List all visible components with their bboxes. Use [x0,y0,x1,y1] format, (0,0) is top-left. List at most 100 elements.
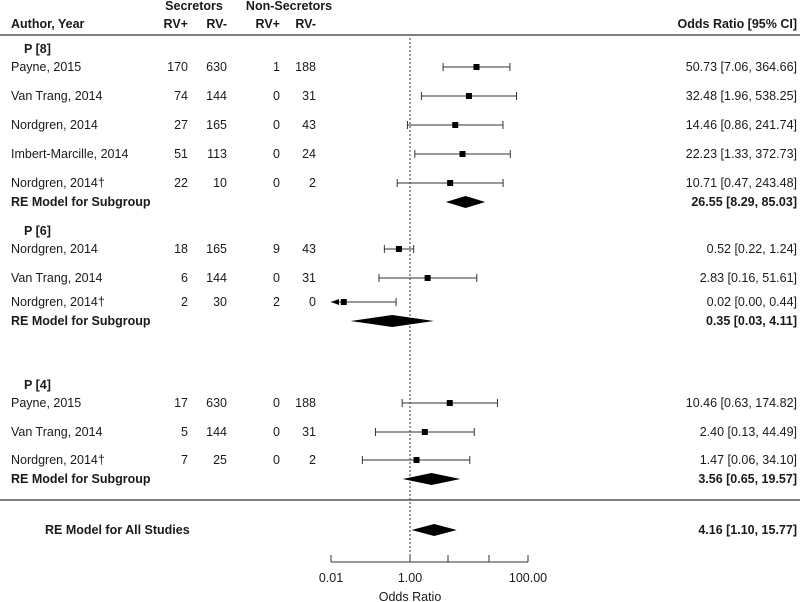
subgroup-summary-diamond [350,315,434,327]
header-ns-rvpos: RV+ [256,17,280,31]
non-secretors-rv-pos: 2 [273,295,280,309]
subgroup-summary-text: 26.55 [8.29, 85.03] [691,195,797,209]
point-estimate [452,122,459,128]
non-secretors-rv-pos: 0 [273,425,280,439]
point-estimate [413,457,420,463]
effect-text: 10.71 [0.47, 243.48] [686,176,797,190]
x-axis [330,555,529,563]
secretors-rv-neg: 144 [206,89,227,103]
subgroup-label: P [6] [24,224,51,238]
point-estimate [447,180,454,186]
non-secretors-rv-pos: 0 [273,147,280,161]
secretors-rv-neg: 144 [206,425,227,439]
effect-text: 10.46 [0.63, 174.82] [686,396,797,410]
non-secretors-rv-neg: 188 [295,60,316,74]
effect-text: 0.02 [0.00, 0.44] [707,295,797,309]
effect-text: 32.48 [1.96, 538.25] [686,89,797,103]
non-secretors-rv-neg: 0 [309,295,316,309]
effect-text: 50.73 [7.06, 364.66] [686,60,797,74]
subgroup-label: P [8] [24,42,51,56]
study-author: Nordgren, 2014† [11,176,105,190]
header-ns-rvneg: RV- [295,17,316,31]
secretors-rv-pos: 27 [174,118,188,132]
secretors-rv-neg: 10 [213,176,227,190]
header-secretors: Secretors [165,0,223,13]
study-author: Nordgren, 2014 [11,118,98,132]
effect-text: 2.40 [0.13, 44.49] [700,425,797,439]
effect-text: 22.23 [1.33, 372.73] [686,147,797,161]
x-tick-label: 1.00 [398,571,422,585]
non-secretors-rv-neg: 2 [309,453,316,467]
header-non-secretors: Non-Secretors [246,0,332,13]
secretors-rv-neg: 630 [206,60,227,74]
secretors-rv-neg: 144 [206,271,227,285]
subgroup-summary-label: RE Model for Subgroup [11,472,151,486]
x-tick-label: 0.01 [319,571,343,585]
non-secretors-rv-pos: 1 [273,60,280,74]
subgroup-summary-label: RE Model for Subgroup [11,314,151,328]
non-secretors-rv-pos: 0 [273,118,280,132]
study-author: Imbert-Marcille, 2014 [11,147,128,161]
non-secretors-rv-pos: 9 [273,242,280,256]
non-secretors-rv-pos: 0 [273,453,280,467]
study-author: Van Trang, 2014 [11,89,103,103]
non-secretors-rv-neg: 43 [302,118,316,132]
secretors-rv-pos: 74 [174,89,188,103]
secretors-rv-pos: 5 [181,425,188,439]
secretors-rv-pos: 170 [167,60,188,74]
header-author: Author, Year [11,17,85,31]
subgroup-summary-diamond [445,196,486,208]
study-author: Van Trang, 2014 [11,425,103,439]
secretors-rv-pos: 2 [181,295,188,309]
study-author: Payne, 2015 [11,396,81,410]
subgroup-summary-diamond [402,473,461,485]
effect-text: 2.83 [0.16, 51.61] [700,271,797,285]
effect-text: 1.47 [0.06, 34.10] [700,453,797,467]
point-estimate [473,64,480,70]
secretors-rv-pos: 7 [181,453,188,467]
non-secretors-rv-neg: 31 [302,425,316,439]
x-axis-label: Odds Ratio [379,590,442,602]
non-secretors-rv-neg: 188 [295,396,316,410]
non-secretors-rv-neg: 24 [302,147,316,161]
overall-label: RE Model for All Studies [45,523,190,537]
overall-text: 4.16 [1.10, 15.77] [698,523,797,537]
point-estimate [395,246,402,252]
secretors-rv-pos: 17 [174,396,188,410]
study-author: Payne, 2015 [11,60,81,74]
point-estimate [340,299,347,305]
overall-diamond [411,524,457,536]
secretors-rv-pos: 18 [174,242,188,256]
study-author: Nordgren, 2014† [11,295,105,309]
header-sec-rvpos: RV+ [164,17,188,31]
study-author: Nordgren, 2014 [11,242,98,256]
secretors-rv-pos: 51 [174,147,188,161]
subgroup-summary-text: 3.56 [0.65, 19.57] [698,472,797,486]
non-secretors-rv-neg: 2 [309,176,316,190]
point-estimate [465,93,472,99]
subgroup-summary-label: RE Model for Subgroup [11,195,151,209]
non-secretors-rv-pos: 0 [273,89,280,103]
non-secretors-rv-neg: 31 [302,271,316,285]
secretors-rv-neg: 165 [206,242,227,256]
non-secretors-rv-neg: 43 [302,242,316,256]
secretors-rv-neg: 30 [213,295,227,309]
secretors-rv-neg: 165 [206,118,227,132]
non-secretors-rv-neg: 31 [302,89,316,103]
effect-text: 0.52 [0.22, 1.24] [707,242,797,256]
point-estimate [424,275,431,281]
non-secretors-rv-pos: 0 [273,396,280,410]
non-secretors-rv-pos: 0 [273,176,280,190]
point-estimate [446,400,453,406]
header-effect: Odds Ratio [95% CI] [678,17,797,31]
secretors-rv-pos: 6 [181,271,188,285]
subgroup-summary-text: 0.35 [0.03, 4.11] [706,314,797,328]
non-secretors-rv-pos: 0 [273,271,280,285]
secretors-rv-neg: 25 [213,453,227,467]
point-estimate [459,151,466,157]
subgroup-label: P [4] [24,378,51,392]
study-author: Van Trang, 2014 [11,271,103,285]
ci-arrow [331,299,339,305]
study-author: Nordgren, 2014† [11,453,105,467]
